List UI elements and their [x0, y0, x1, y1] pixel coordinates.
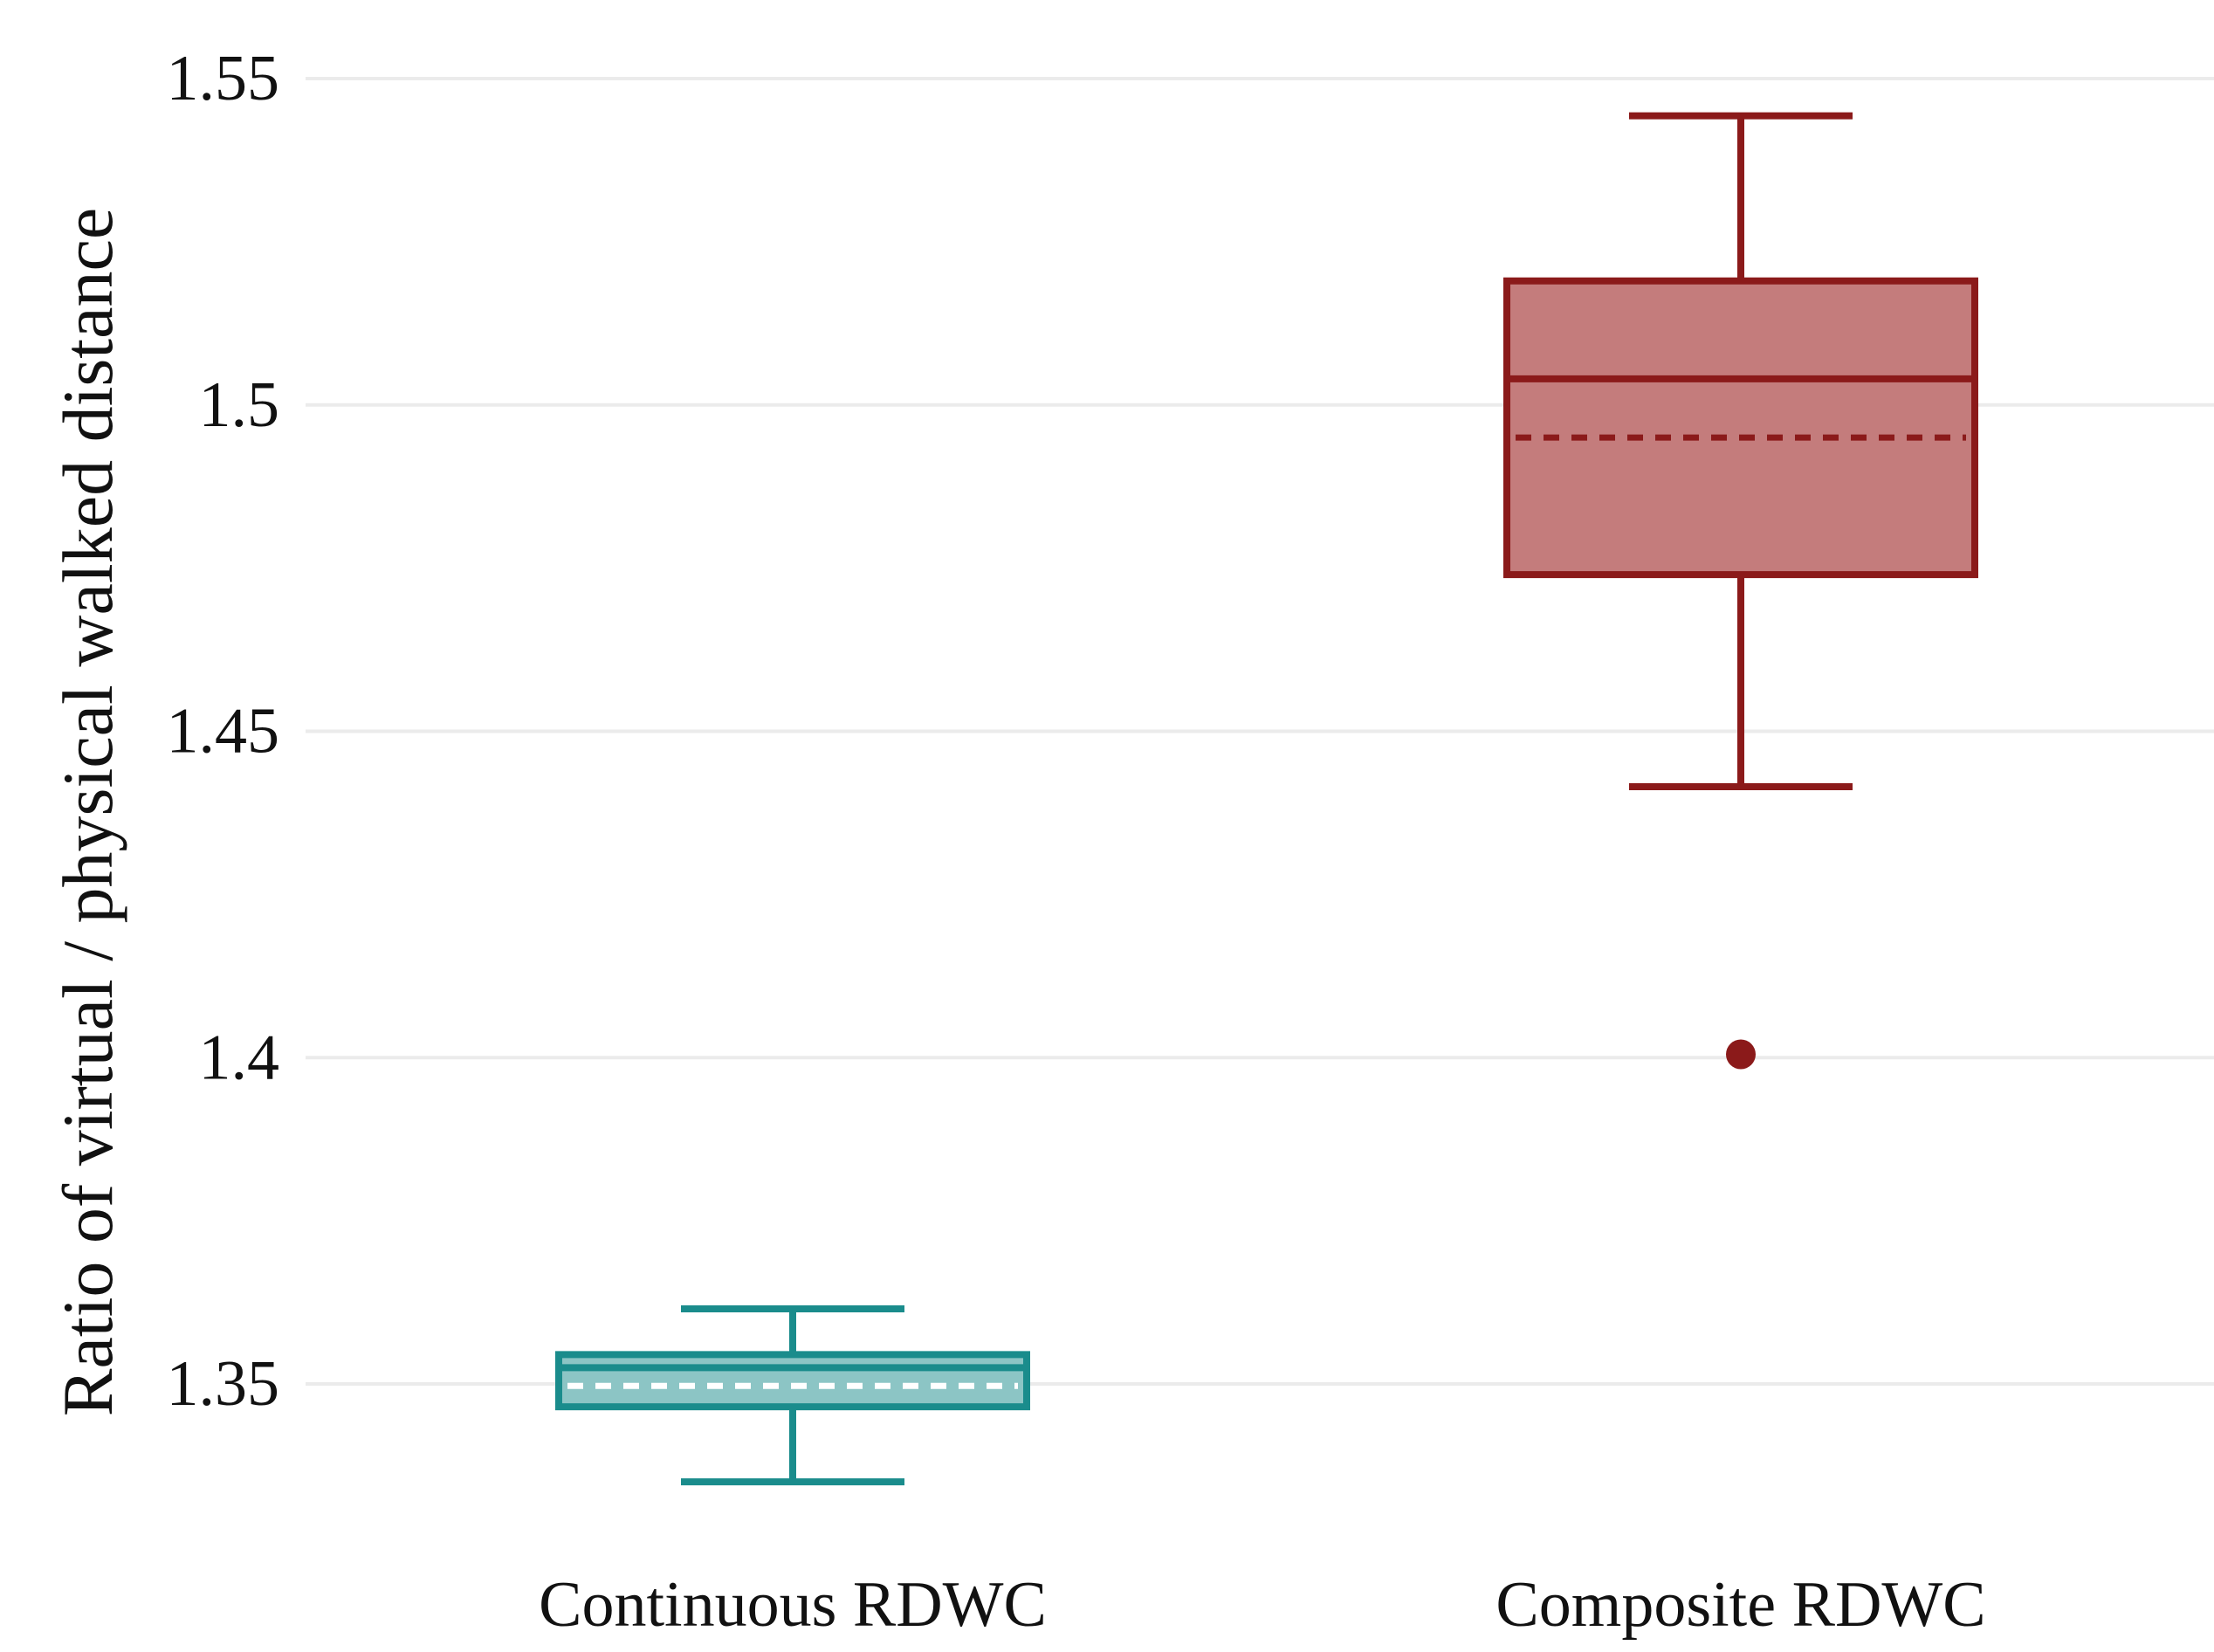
y-tick-label: 1.35	[167, 1348, 280, 1420]
box-continuous	[555, 1305, 1030, 1486]
box-series	[555, 112, 1978, 1486]
y-tick-label: 1.45	[167, 696, 280, 767]
x-category-label: Continuous RDWC	[539, 1569, 1047, 1641]
y-tick-label: 1.4	[199, 1022, 280, 1093]
y-axis-ticks: 1.35 1.4 1.45 1.5 1.55	[167, 43, 280, 1420]
y-axis-title: Ratio of virtual / physical walked dista…	[48, 208, 127, 1417]
iqr-box	[1503, 277, 1978, 579]
y-tick-label: 1.55	[167, 43, 280, 114]
box-composite	[1503, 112, 1978, 1070]
x-category-label: Composite RDWC	[1495, 1569, 1985, 1641]
y-tick-label: 1.5	[199, 369, 280, 441]
outlier-point	[1726, 1039, 1756, 1070]
iqr-box	[555, 1351, 1030, 1411]
x-axis-categories: Continuous RDWC Composite RDWC	[539, 1569, 1985, 1641]
grid-lines	[306, 77, 2214, 1386]
